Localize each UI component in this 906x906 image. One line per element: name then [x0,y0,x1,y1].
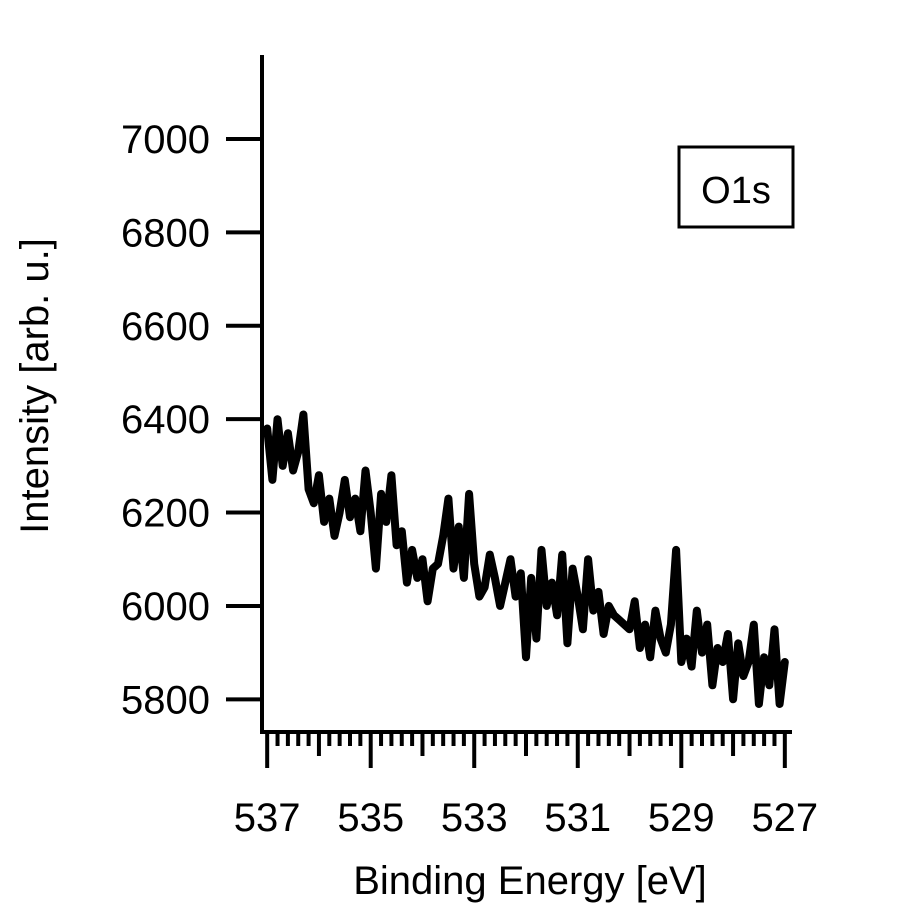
x-tick-label: 537 [234,796,301,840]
x-tick-label: 535 [337,796,404,840]
x-tick-label: 529 [648,796,715,840]
y-tick-label: 6000 [121,585,210,629]
x-tick-label: 531 [544,796,611,840]
y-axis-ticks: 5800 6000 6200 6400 6600 6800 7000 [121,118,262,722]
y-axis-label: Intensity [arb. u.] [13,238,57,534]
y-tick-label: 6600 [121,305,210,349]
legend-box [677,145,795,229]
y-tick-label: 5800 [121,678,210,722]
legend-label: O1s [701,170,771,212]
y-tick-label: 6200 [121,492,210,536]
legend: O1s [677,145,795,229]
series-layer [263,410,789,708]
y-tick-label: 6800 [121,211,210,255]
x-axis-ticks: 537 535 533 531 529 527 [234,732,818,840]
y-tick-label: 6400 [121,398,210,442]
o1s-spectrum-line [263,410,789,708]
x-axis-label: Binding Energy [eV] [353,859,707,903]
x-tick-label: 527 [751,796,818,840]
y-tick-label: 7000 [121,118,210,162]
x-tick-label: 533 [441,796,508,840]
